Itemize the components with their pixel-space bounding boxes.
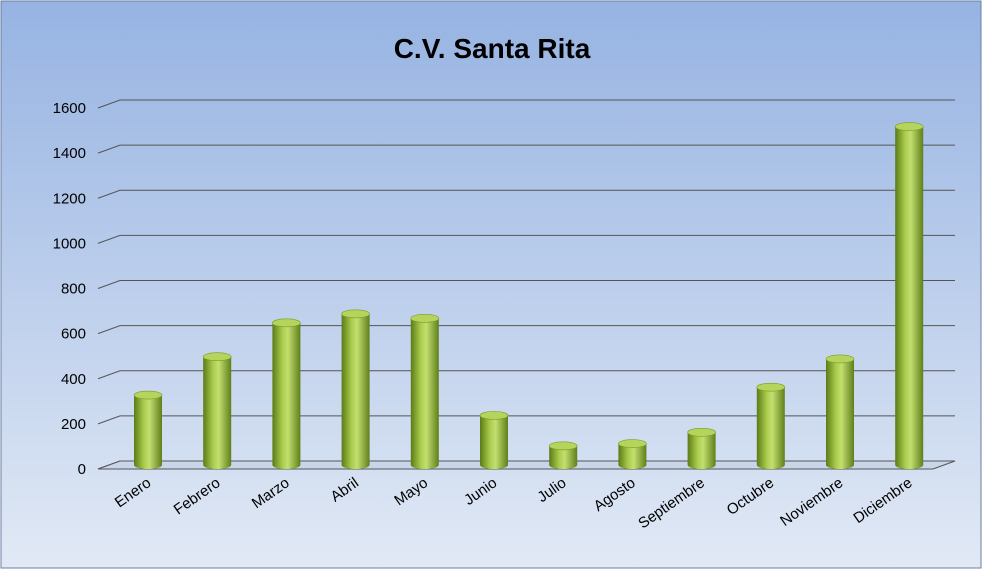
bar-part	[203, 356, 232, 469]
bar-part	[410, 314, 440, 323]
y-tick-label: 1400	[53, 145, 86, 162]
bar-part	[549, 445, 578, 469]
grid-line	[97, 370, 955, 380]
bar-part	[341, 309, 370, 319]
bar	[202, 352, 232, 469]
bar-part	[341, 313, 370, 469]
bar-part	[272, 322, 301, 469]
grid-line	[97, 144, 955, 154]
bar-part	[134, 395, 162, 469]
grid-line	[97, 325, 955, 335]
bar	[756, 382, 786, 469]
bar-part	[895, 126, 924, 469]
bar-part	[618, 439, 647, 448]
bar-part	[202, 352, 232, 362]
bar	[618, 439, 647, 469]
bar-part	[687, 427, 716, 437]
bar-part	[272, 318, 301, 328]
y-tick-label: 1600	[53, 100, 86, 117]
bar-part	[756, 387, 785, 469]
bar-part	[548, 441, 578, 451]
y-tick-label: 1200	[53, 190, 86, 207]
grid-line	[97, 415, 955, 425]
bar-part	[756, 382, 786, 392]
bar	[479, 411, 509, 469]
grid-line	[97, 189, 955, 199]
y-tick-label: 600	[61, 326, 86, 343]
floor	[97, 460, 956, 470]
bar	[548, 441, 578, 469]
bar-part	[825, 354, 855, 364]
y-tick-label: 800	[61, 281, 86, 298]
y-tick-label: 200	[61, 416, 86, 433]
bar	[687, 427, 716, 469]
bar-part	[479, 411, 509, 420]
bar	[133, 390, 163, 469]
bar	[825, 354, 855, 469]
bar-part	[687, 432, 716, 469]
y-tick-label: 400	[61, 371, 86, 388]
bar	[410, 314, 440, 469]
bar-part	[133, 390, 163, 400]
grid-line	[97, 99, 955, 109]
bar-part	[826, 358, 854, 469]
bar	[894, 122, 924, 469]
y-tick-label: 1000	[53, 235, 86, 252]
bar	[272, 318, 301, 469]
bar-part	[410, 318, 439, 469]
chart-title: C.V. Santa Rita	[394, 33, 591, 64]
bar	[341, 309, 370, 469]
bar-part	[894, 122, 924, 131]
y-tick-label: 0	[78, 461, 86, 478]
grid-line	[97, 234, 955, 244]
grid-line	[97, 280, 955, 289]
bar-part	[480, 415, 508, 469]
bar-part	[618, 443, 647, 469]
